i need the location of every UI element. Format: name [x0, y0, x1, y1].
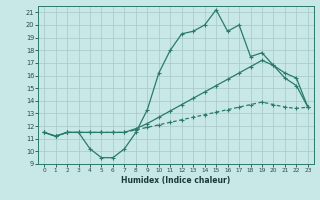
- X-axis label: Humidex (Indice chaleur): Humidex (Indice chaleur): [121, 176, 231, 185]
